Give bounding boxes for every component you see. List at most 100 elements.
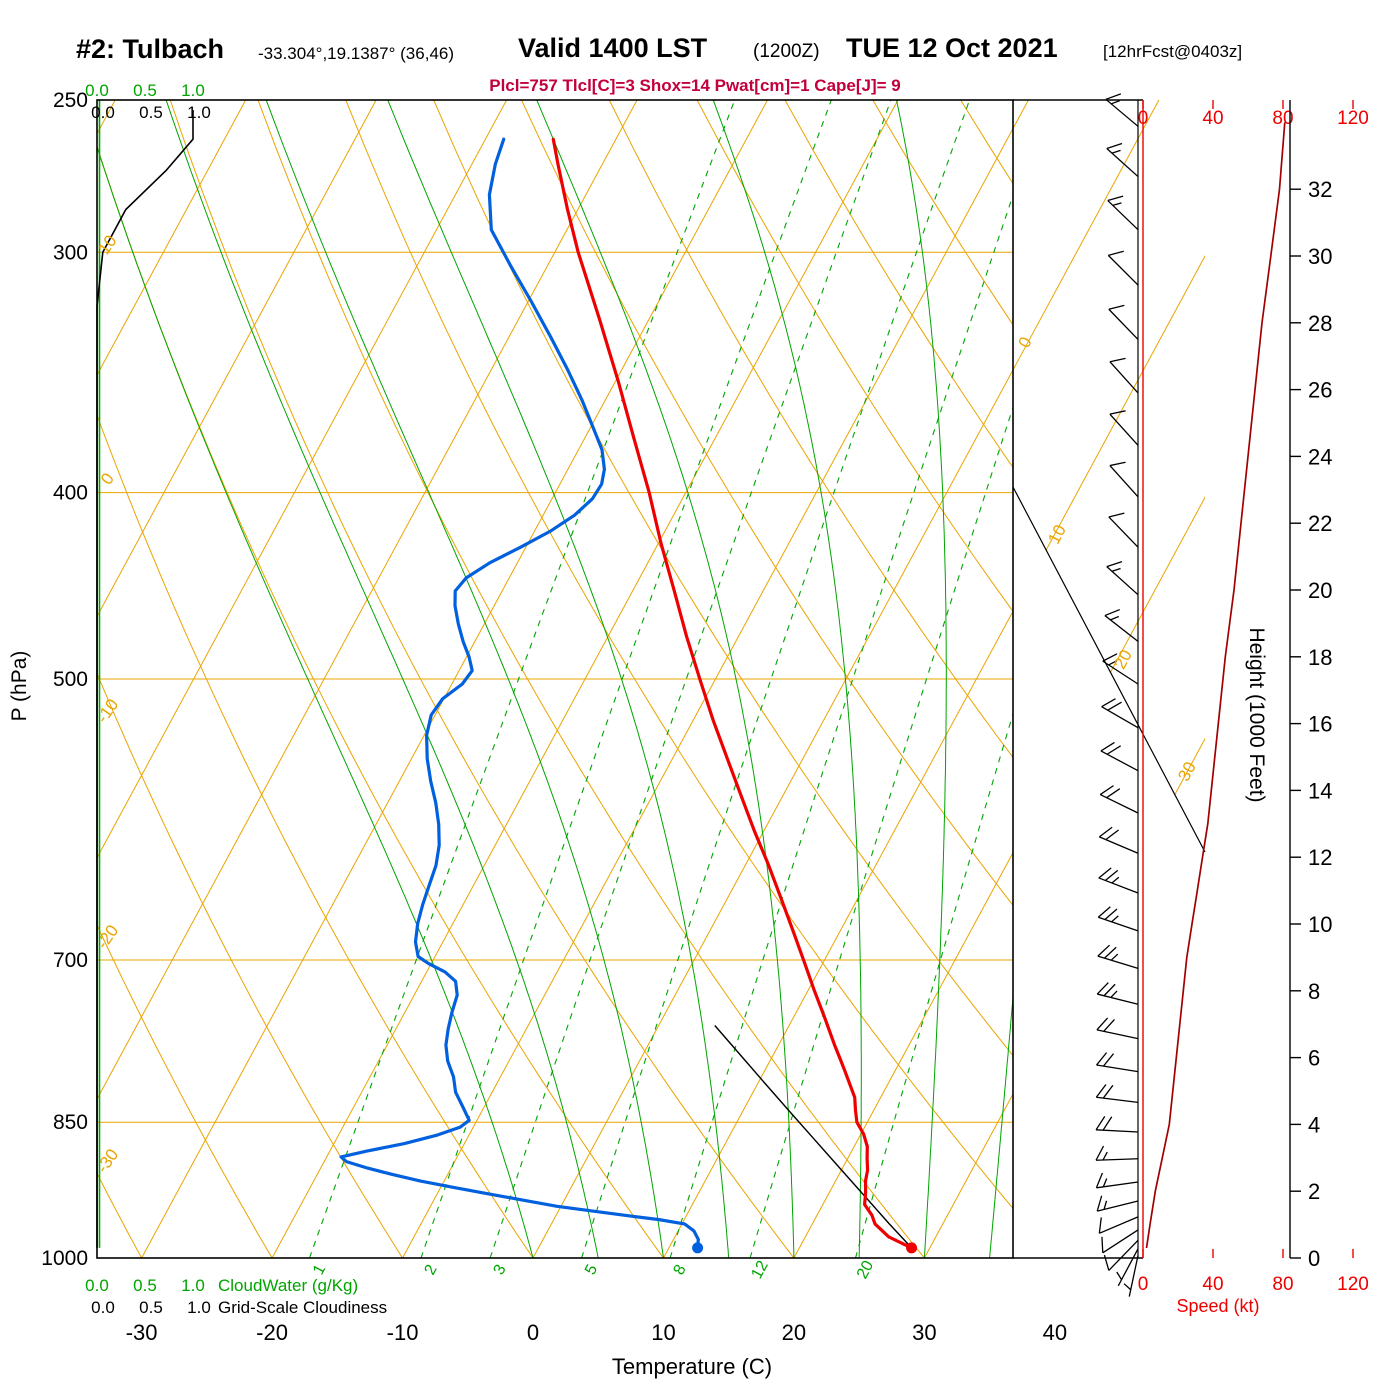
moist-adiabat-line — [265, 100, 664, 1258]
cloudwater-scale: 0.0 0.0 0.0 0.0 0.5 0.5 0.5 0.5 1.0 1.0 1.0 1.0 Clou… — [85, 81, 387, 1317]
moist-adiabat-line — [989, 991, 1013, 1258]
indices-line: Plcl=757 Tlcl[C]=3 Shox=14 Pwat[cm]=1 Ca… — [489, 76, 901, 95]
wind-barb — [1123, 1255, 1139, 1297]
wind-barb — [1109, 357, 1139, 394]
cloudwater-scale-top: 0.5 — [133, 81, 157, 100]
pressure-tick-label: 300 — [53, 241, 88, 264]
isotherm-line — [1055, 100, 1400, 1258]
pressure-tick-label: 850 — [53, 1111, 88, 1134]
dry-adiabat-label: 10 — [94, 232, 120, 258]
height-tick-label: 32 — [1308, 177, 1332, 202]
isotherm-line — [97, 100, 247, 377]
wind-barb — [1109, 461, 1139, 498]
moist-adiabat-line — [536, 100, 795, 1258]
mixing-ratio-label: 20 — [854, 1258, 877, 1282]
speed-tick-label-top: 80 — [1272, 108, 1293, 129]
moist-adiabat-line — [712, 100, 862, 1258]
temperature-axis: -30 -20 -10 0 10 20 30 40 Temperature (C) — [126, 1320, 1067, 1379]
plot-frame — [96, 99, 1206, 1259]
speed-tick-label-bottom: 120 — [1337, 1274, 1369, 1295]
dry-adiabat-line — [97, 672, 403, 1258]
isotherm-label: 0 — [1015, 334, 1036, 351]
wind-barb — [1096, 1052, 1139, 1073]
cloudiness-scale-bottom: 0.5 — [139, 1298, 163, 1317]
isotherm-line — [402, 127, 1013, 1258]
dry-adiabat-line — [257, 100, 925, 1258]
temperature-tick-label: 40 — [1043, 1320, 1067, 1345]
pressure-tick-label: 250 — [53, 89, 88, 112]
isotherm-line — [97, 100, 638, 1101]
wind-barb — [1108, 512, 1139, 548]
cloudiness-axis-title: Grid-Scale Cloudiness — [218, 1298, 387, 1317]
mixing-ratio-line — [749, 405, 1013, 1258]
moist-adiabat-line — [387, 100, 730, 1258]
dewpoint-curve — [339, 137, 700, 1250]
height-tick-label: 30 — [1308, 244, 1332, 269]
wind-barb — [1096, 1017, 1139, 1040]
mixing-ratio-label: 3 — [491, 1262, 510, 1278]
speed-axis-title: Speed (kt) — [1176, 1296, 1259, 1316]
valid-time: Valid 1400 LST — [518, 33, 708, 63]
surface-dewpoint-dot — [692, 1242, 704, 1254]
cloudiness-scale-bottom: 1.0 — [187, 1298, 211, 1317]
height-tick-label: 20 — [1308, 578, 1332, 603]
moist-adiabat-line — [97, 145, 534, 1258]
pressure-axis-title: P (hPa) — [8, 651, 31, 722]
wind-barb — [1106, 561, 1139, 596]
isotherm-line — [532, 368, 1013, 1258]
station-coords: -33.304°,19.1387° (36,46) — [258, 44, 455, 63]
isotherm-label: 30 — [1174, 759, 1200, 785]
wind-barb — [1095, 1084, 1139, 1104]
pressure-tick-label: 500 — [53, 668, 88, 691]
dry-adiabat-line — [696, 100, 1013, 613]
wind-barb — [1101, 1229, 1139, 1254]
isotherm-label: 10 — [1044, 522, 1070, 548]
height-tick-label: 2 — [1308, 1179, 1320, 1204]
surface-temperature-dot — [906, 1242, 918, 1254]
wind-barb — [1109, 410, 1139, 446]
wind-barb — [1107, 195, 1139, 231]
mixing-ratio-line — [669, 193, 1013, 1258]
mixing-ratio-line — [489, 100, 892, 1258]
cloudwater-scale-top: 1.0 — [181, 81, 205, 100]
isotherm-extension-line — [1013, 100, 1205, 852]
dry-adiabat-line — [784, 100, 1013, 469]
cloudwater-scale-bottom: 1.0 — [181, 1276, 205, 1295]
wind-barb — [1104, 608, 1139, 642]
wind-barb — [1107, 250, 1139, 286]
wind-barb — [1098, 1216, 1139, 1234]
mixing-ratio-line — [420, 100, 832, 1258]
pressure-tick-label: 1000 — [41, 1247, 88, 1270]
cloudwater-axis-title: CloudWater (g/Kg) — [218, 1276, 358, 1295]
speed-tick-label-top: 0 — [1138, 108, 1149, 129]
height-tick-label: 4 — [1308, 1112, 1320, 1137]
wind-barb — [1097, 944, 1139, 969]
speed-tick-label-bottom: 40 — [1202, 1274, 1223, 1295]
wind-barb — [1102, 653, 1139, 685]
height-axis-title: Height (1000 Feet) — [1245, 627, 1268, 802]
temperature-tick-label: 10 — [651, 1320, 675, 1345]
mixing-ratio-label: 2 — [421, 1262, 440, 1278]
cloudiness-scale-bottom: 0.0 — [91, 1298, 115, 1317]
isotherm-clip-boundary-line — [1012, 486, 1206, 853]
cloudwater-scale-top: 0.0 — [85, 81, 109, 100]
wind-barb — [1098, 867, 1139, 894]
isotherm-extensions — [1013, 100, 1205, 852]
sounding-curves — [339, 137, 918, 1254]
wind-barb — [1096, 982, 1139, 1005]
wind-barb-column — [1095, 93, 1139, 1297]
speed-tick-label-bottom: 0 — [1138, 1274, 1149, 1295]
wind-barb — [1100, 741, 1139, 772]
height-tick-label: 0 — [1308, 1246, 1320, 1271]
cloudwater-scale-bottom: 0.5 — [133, 1276, 157, 1295]
green-isopleths — [97, 100, 1013, 1258]
height-tick-label: 14 — [1308, 778, 1332, 803]
height-tick-label: 10 — [1308, 912, 1332, 937]
wind-barb — [1101, 698, 1139, 729]
cloudiness-scale-top: 1.0 — [187, 103, 211, 122]
isotherm-line — [663, 610, 1013, 1258]
dry-adiabat-line — [960, 100, 1013, 185]
